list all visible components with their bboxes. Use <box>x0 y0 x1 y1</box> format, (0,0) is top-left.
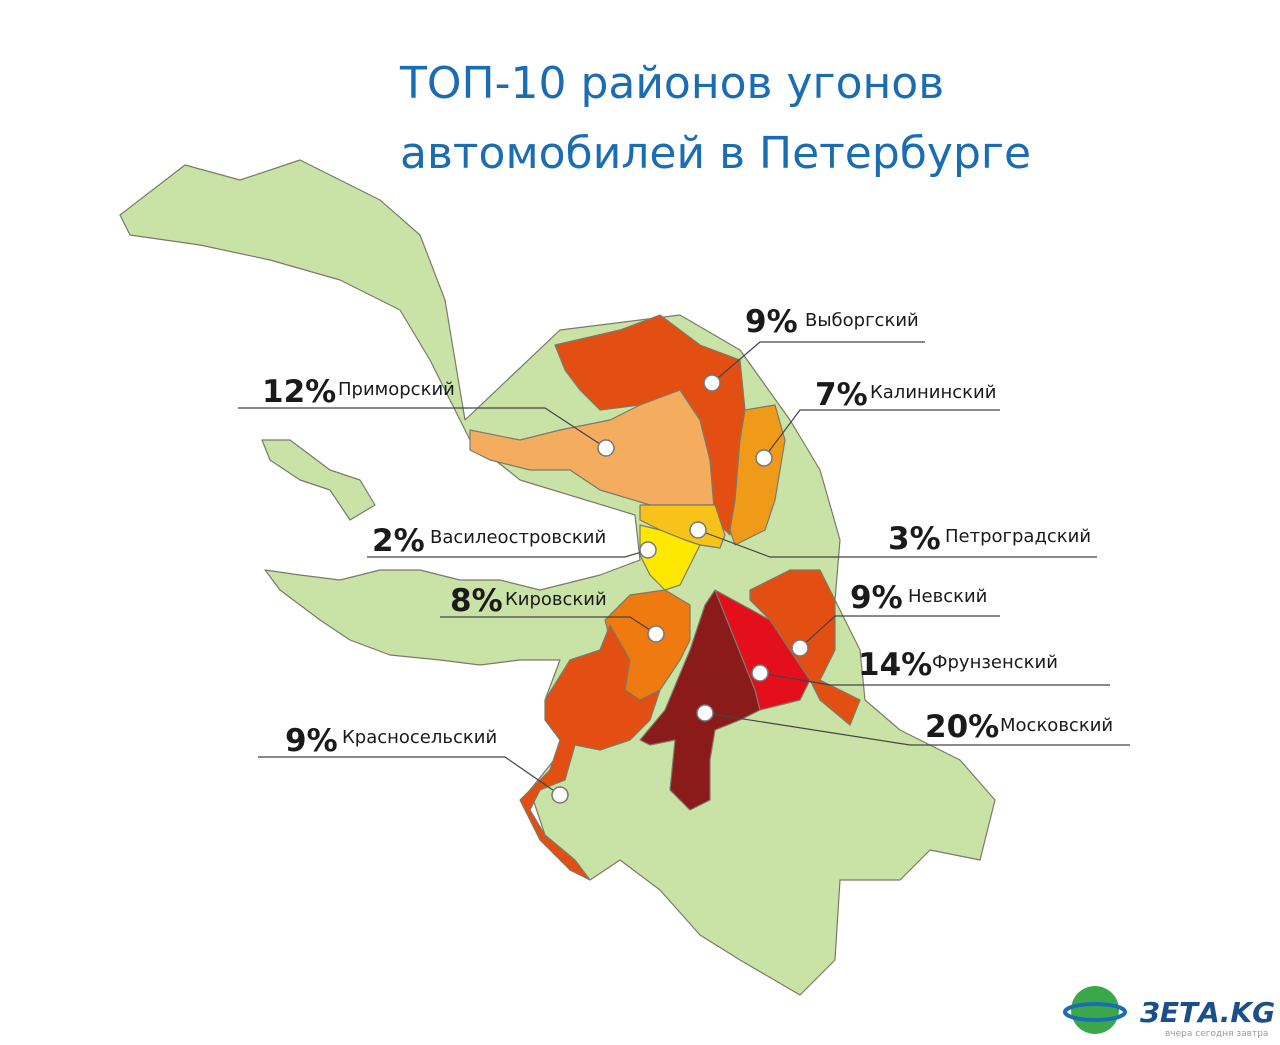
leaders <box>238 341 1130 796</box>
mainland <box>119 159 996 996</box>
logo-tagline: вчера сегодня завтра <box>1165 1029 1268 1039</box>
title-line: ТОП-10 районов угонов <box>399 58 944 109</box>
district-name: Невский <box>908 586 987 607</box>
leader-line <box>697 529 1097 558</box>
district-area <box>729 404 786 546</box>
leader-line <box>440 616 657 635</box>
district-percent: 9% <box>285 723 338 759</box>
marker <box>689 521 707 539</box>
district-name: Кировский <box>505 589 607 610</box>
logo-name: ЗЕТА.KG <box>1139 996 1275 1029</box>
leader-line <box>711 341 925 384</box>
district-percent: 8% <box>450 583 503 619</box>
markers <box>551 374 809 804</box>
leader-line <box>258 756 561 796</box>
marker <box>647 625 665 643</box>
leader-line <box>763 409 1000 459</box>
district-name: Приморский <box>338 379 455 400</box>
logo-globe <box>1071 986 1119 1034</box>
district-area <box>639 524 701 591</box>
district-name: Фрунзенский <box>932 652 1058 673</box>
district-name: Красносельский <box>342 727 497 748</box>
district-name: Московский <box>1000 715 1113 736</box>
leader-line <box>799 615 1000 649</box>
district-area <box>554 314 746 536</box>
district-name: Василеостровский <box>430 527 606 548</box>
district-percent: 20% <box>925 709 999 745</box>
district-percent: 2% <box>372 523 425 559</box>
district-name: Петроградский <box>945 526 1091 547</box>
district-area <box>519 624 661 881</box>
marker <box>696 704 714 722</box>
marker <box>755 449 773 467</box>
leader-line <box>238 407 607 449</box>
district-percent: 7% <box>815 377 868 413</box>
marker <box>791 639 809 657</box>
district-percent: 12% <box>262 374 336 410</box>
district-name: Калининский <box>870 382 996 403</box>
marker <box>597 439 615 457</box>
district-percent: 14% <box>858 647 932 683</box>
district-percent: 9% <box>745 304 798 340</box>
island <box>261 439 376 521</box>
logo: ЗЕТА.KG вчера сегодня завтра <box>1063 986 1275 1039</box>
district-name: Выборгский <box>805 310 919 331</box>
land <box>119 159 996 996</box>
title-line: автомобилей в Петербурге <box>400 128 1031 179</box>
marker <box>551 786 569 804</box>
districts <box>469 314 861 881</box>
marker <box>703 374 721 392</box>
labels: 9% Выборгский 7% Калининский 12% Приморс… <box>262 304 1113 759</box>
logo-ring <box>1063 1002 1127 1022</box>
district-percent: 3% <box>888 521 941 557</box>
marker <box>639 541 657 559</box>
district-percent: 9% <box>850 580 903 616</box>
leader-line <box>704 712 1130 746</box>
marker <box>751 664 769 682</box>
leader-line <box>759 672 1110 686</box>
